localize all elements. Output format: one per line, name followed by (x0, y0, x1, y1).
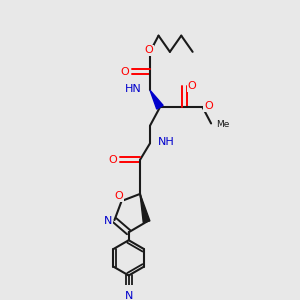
Text: HN: HN (125, 84, 142, 94)
Polygon shape (150, 90, 163, 109)
Text: O: O (188, 81, 196, 91)
Text: O: O (204, 101, 213, 111)
Text: N: N (125, 292, 134, 300)
Text: O: O (144, 45, 153, 56)
Text: Me: Me (216, 120, 230, 129)
Text: N: N (104, 216, 112, 226)
Text: NH: NH (158, 137, 175, 148)
Text: O: O (114, 191, 123, 201)
Text: O: O (120, 67, 129, 77)
Text: O: O (109, 155, 117, 165)
Polygon shape (140, 194, 150, 223)
